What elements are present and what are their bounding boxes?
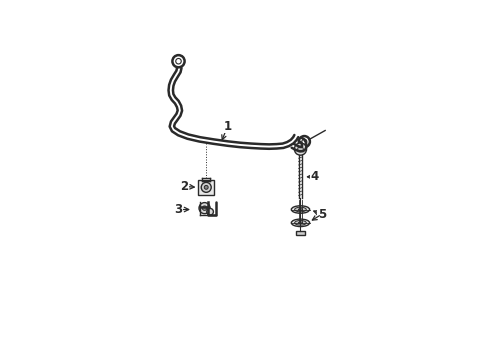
Circle shape — [204, 185, 208, 189]
Ellipse shape — [292, 219, 310, 226]
Text: 4: 4 — [311, 170, 319, 183]
Circle shape — [298, 146, 303, 152]
Ellipse shape — [298, 222, 302, 224]
FancyBboxPatch shape — [198, 180, 215, 194]
Circle shape — [202, 206, 207, 210]
Circle shape — [207, 208, 214, 215]
Circle shape — [294, 143, 307, 155]
FancyBboxPatch shape — [296, 231, 305, 235]
Ellipse shape — [292, 206, 310, 213]
Text: 5: 5 — [318, 208, 326, 221]
Circle shape — [199, 203, 210, 214]
Circle shape — [201, 183, 211, 192]
Text: 2: 2 — [180, 180, 189, 193]
Ellipse shape — [294, 221, 306, 225]
Text: 1: 1 — [223, 120, 232, 133]
Text: 3: 3 — [174, 203, 182, 216]
Ellipse shape — [298, 208, 302, 211]
Ellipse shape — [294, 207, 306, 212]
